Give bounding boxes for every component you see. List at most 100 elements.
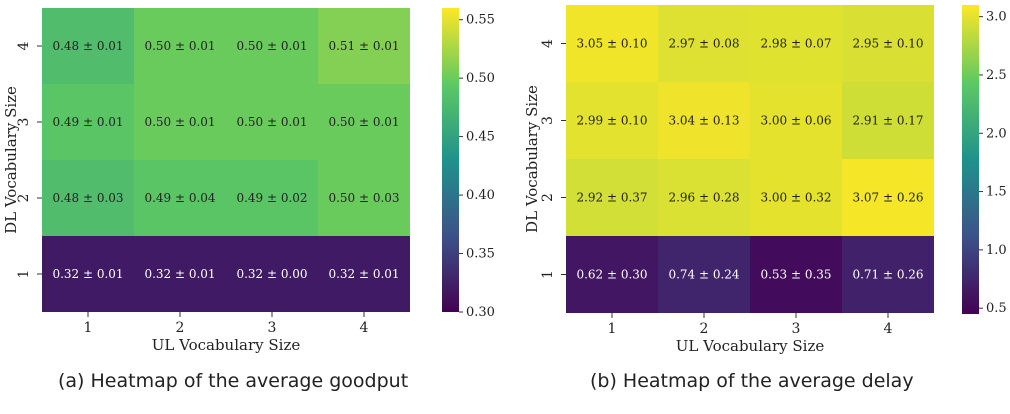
cell-label: 2.98 ± 0.07 [760,37,831,51]
colorbar-tick-label: 0.45 [466,130,495,145]
cell-label: 3.00 ± 0.32 [760,191,831,205]
y-tick-label: 2 [16,194,32,203]
heatmap-cell [566,5,658,82]
cell-label: 0.49 ± 0.01 [52,115,123,129]
cell-label: 0.32 ± 0.01 [52,267,123,281]
cell-label: 0.49 ± 0.02 [236,191,307,205]
colorbar-tick-label: 0.35 [466,247,495,262]
colorbar-tick-label: 1.5 [986,185,1007,200]
y-tick-label: 2 [540,193,556,202]
colorbar-tick-label: 2.0 [986,126,1007,141]
x-tick-label: 2 [176,320,185,336]
heatmap-cell [842,236,934,313]
heatmap-cell [42,160,134,236]
cell-label: 2.99 ± 0.10 [576,114,647,128]
y-tick-label: 1 [16,270,32,279]
x-tick-label: 4 [360,320,369,336]
cell-label: 2.95 ± 0.10 [852,37,923,51]
cell-label: 0.48 ± 0.01 [52,39,123,53]
colorbar-tick-label: 0.55 [466,13,495,28]
cell-label: 0.51 ± 0.01 [328,39,399,53]
heatmap-cell [134,160,226,236]
cell-label: 0.49 ± 0.04 [144,191,215,205]
x-tick-label: 1 [608,321,617,337]
caption-a: (a) Heatmap of the average goodput [58,370,409,392]
colorbar-tick-label: 1.0 [986,243,1007,258]
heatmap-cell [658,5,750,82]
heatmap-cell [318,84,410,160]
heatmap-cell [42,236,134,312]
y-tick-label: 4 [540,39,556,48]
colorbar-tick-label: 0.40 [466,188,495,203]
heatmap-cell [566,82,658,159]
heatmap-cell [566,159,658,236]
cell-label: 3.07 ± 0.26 [852,191,923,205]
y-axis-label: DL Vocabulary Size [2,86,20,234]
cell-label: 0.48 ± 0.03 [52,191,123,205]
heatmap-cell [658,82,750,159]
heatmap-cell [658,236,750,313]
cell-label: 0.50 ± 0.01 [144,115,215,129]
y-tick-label: 4 [16,41,32,50]
cell-label: 3.05 ± 0.10 [576,37,647,51]
heatmap-cell [750,159,842,236]
colorbar [962,5,979,314]
cell-label: 0.50 ± 0.01 [236,115,307,129]
y-tick-label: 1 [540,270,556,279]
heatmap-cell [226,8,318,84]
x-tick-label: 3 [792,321,801,337]
x-axis-label: UL Vocabulary Size [676,337,825,355]
cell-label: 3.04 ± 0.13 [668,114,739,128]
heatmap-cell [134,8,226,84]
cell-label: 2.92 ± 0.37 [576,191,647,205]
y-tick-label: 3 [16,118,32,127]
caption-b: (b) Heatmap of the average delay [590,370,914,392]
colorbar-tick-label: 2.5 [986,68,1007,83]
heatmap-cell [750,82,842,159]
heatmap-cell [134,236,226,312]
cell-label: 0.71 ± 0.26 [852,268,923,282]
y-tick-label: 3 [540,116,556,125]
cell-label: 0.62 ± 0.30 [576,268,647,282]
cell-label: 0.32 ± 0.01 [144,267,215,281]
x-tick-label: 4 [884,321,893,337]
cell-label: 2.96 ± 0.28 [668,191,739,205]
cell-label: 0.50 ± 0.03 [328,191,399,205]
cell-label: 0.50 ± 0.01 [236,39,307,53]
heatmap-cell [566,236,658,313]
heatmap-cell [318,8,410,84]
y-axis-label: DL Vocabulary Size [523,85,541,233]
heatmap-cell [750,236,842,313]
heatmap-cell [842,5,934,82]
x-axis-label: UL Vocabulary Size [152,336,301,354]
colorbar-tick-label: 0.30 [466,305,495,320]
heatmap-cell [134,84,226,160]
heatmap-cell [842,159,934,236]
heatmap-cell [842,82,934,159]
cell-label: 0.50 ± 0.01 [144,39,215,53]
heatmap-cell [750,5,842,82]
heatmap-cell [42,84,134,160]
colorbar-tick-label: 3.0 [986,10,1007,25]
cell-label: 0.50 ± 0.01 [328,115,399,129]
heatmap-cell [42,8,134,84]
cell-label: 0.32 ± 0.00 [236,267,307,281]
heatmap-cell [226,84,318,160]
heatmap-cell [318,160,410,236]
heatmap-cell [318,236,410,312]
cell-label: 0.53 ± 0.35 [760,268,831,282]
colorbar [442,8,459,312]
x-tick-label: 3 [268,320,277,336]
cell-label: 0.74 ± 0.24 [668,268,739,282]
colorbar-tick-label: 0.5 [986,301,1007,316]
cell-label: 2.97 ± 0.08 [668,37,739,51]
heatmap-cell [658,159,750,236]
x-tick-label: 1 [84,320,93,336]
cell-label: 0.32 ± 0.01 [328,267,399,281]
heatmap-cell [226,236,318,312]
x-tick-label: 2 [700,321,709,337]
heatmap-cell [226,160,318,236]
colorbar-tick-label: 0.50 [466,71,495,86]
cell-label: 3.00 ± 0.06 [760,114,831,128]
